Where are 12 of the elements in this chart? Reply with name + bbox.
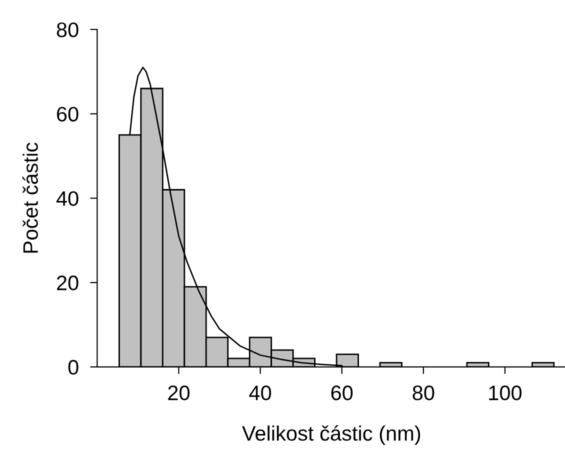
y-tick-label: 40 — [56, 191, 78, 206]
y-tick-label: 80 — [56, 22, 78, 38]
x-tick-label: 40 — [249, 386, 272, 400]
x-tick-label: 60 — [331, 386, 353, 400]
y-tick-label: 60 — [57, 106, 78, 122]
x-tick-label: 80 — [412, 386, 434, 400]
x-tick-label: 100 — [489, 386, 522, 400]
y-axis-title: Počet částic — [22, 142, 38, 253]
y-tick-label: 20 — [57, 276, 78, 290]
x-axis-title: Velikost částic (nm) — [242, 425, 420, 445]
x-tick-label: 20 — [168, 386, 190, 400]
y-tick-label: 0 — [68, 360, 78, 375]
